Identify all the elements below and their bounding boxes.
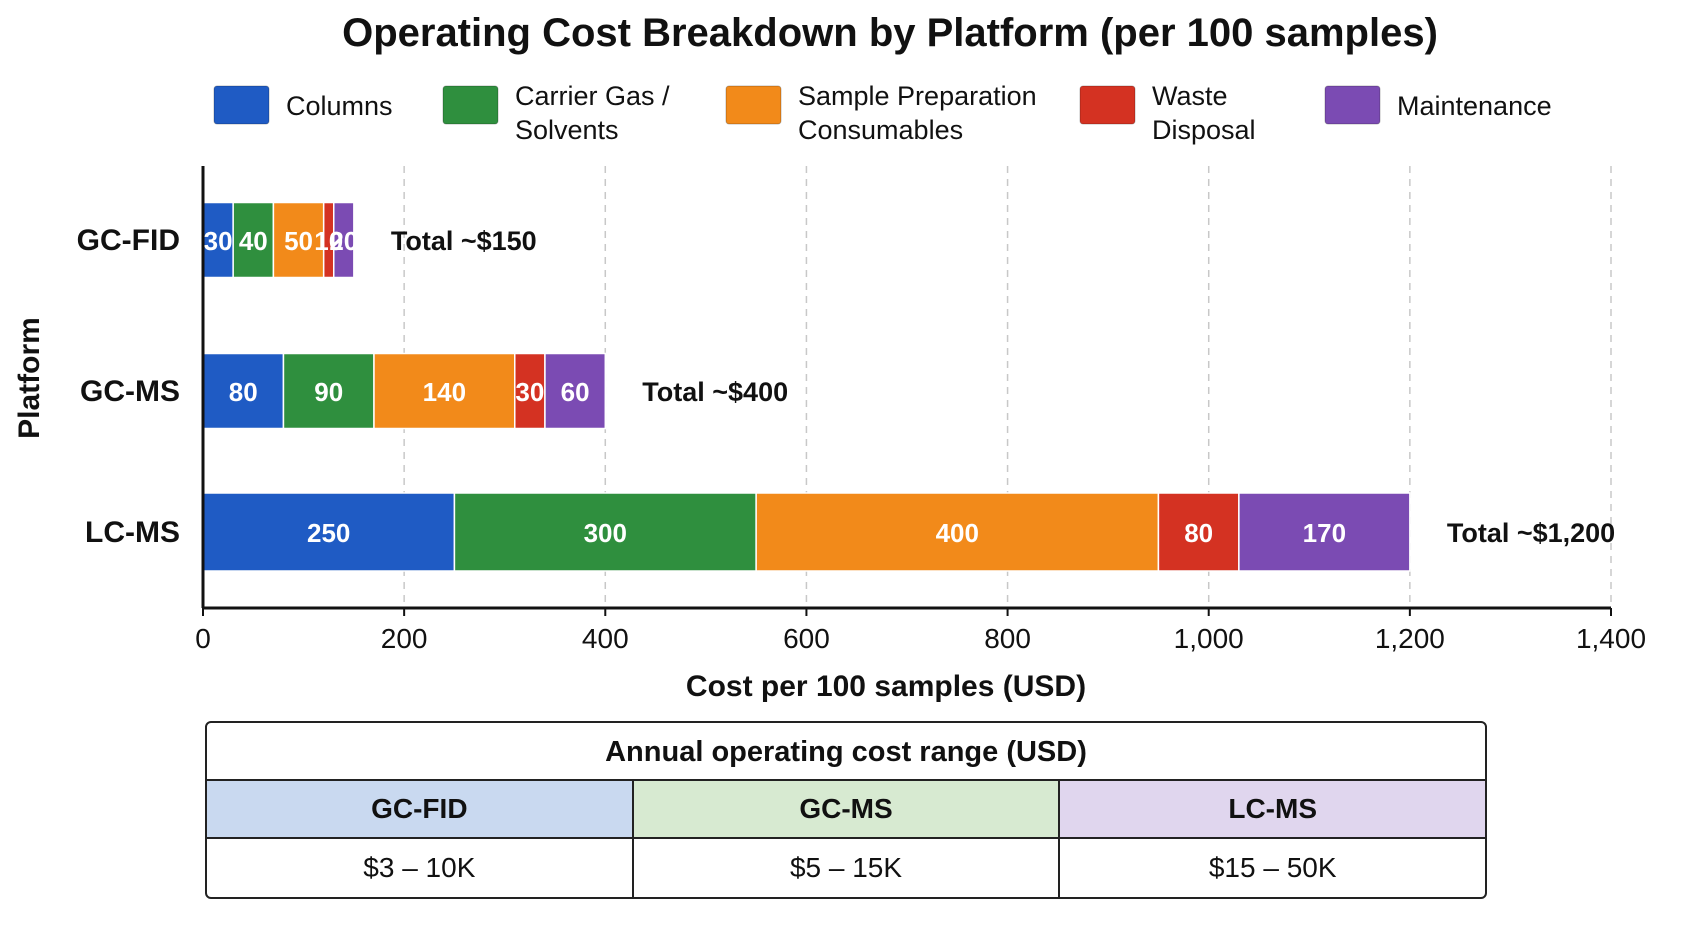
bar-label-gc-fid-maintenance: 20 <box>329 226 358 256</box>
bars <box>202 201 1411 572</box>
bar-lc-ms-maintenance <box>1238 492 1411 572</box>
bar-gc-fid-columns <box>202 201 234 279</box>
annual-cost-value-row: $3 – 10K $5 – 15K $15 – 50K <box>207 839 1485 897</box>
legend-label-maintenance: Maintenance <box>1397 91 1552 121</box>
legend-label-columns: Columns <box>286 91 393 121</box>
bar-label-gc-fid-carrier-gas-solvents: 40 <box>239 226 268 256</box>
legend-label-waste-disposal: Waste Disposal <box>1152 81 1256 145</box>
legend: Columns Carrier Gas / Solvents Sample Prepa… <box>213 81 1552 145</box>
bar-label-gc-ms-columns: 80 <box>229 377 258 407</box>
bar-gc-fid-carrier-gas-solvents <box>232 201 275 279</box>
bar-label-gc-ms-carrier-gas-solvents: 90 <box>314 377 343 407</box>
bar-label-gc-fid-columns: 30 <box>204 226 233 256</box>
bar-label-lc-ms-maintenance: 170 <box>1303 518 1346 548</box>
total-annotation-lc-ms: Total ~$1,200 <box>1447 518 1615 548</box>
legend-swatch-carrier-gas-solvents <box>442 85 499 125</box>
y-axis-label: Platform <box>13 317 46 439</box>
x-tick-label-800: 800 <box>984 623 1031 654</box>
header-cell-lc-ms: LC-MS <box>1058 781 1485 837</box>
x-tick-label-200: 200 <box>381 623 428 654</box>
bar-gc-ms-columns <box>202 352 285 430</box>
y-label-gc-ms: GC-MS <box>80 375 180 408</box>
x-axis-label: Cost per 100 samples (USD) <box>686 670 1086 703</box>
bar-lc-ms-sample-preparation-consumables <box>755 492 1160 572</box>
y-label-gc-fid: GC-FID <box>77 224 180 257</box>
total-annotation-gc-fid: Total ~$150 <box>391 226 537 256</box>
bar-gc-ms-sample-preparation-consumables <box>373 352 516 430</box>
x-axis-ticks: 0 200 400 600 800 1,000 1,200 1,400 <box>195 608 1646 654</box>
bar-label-gc-ms-waste-disposal: 30 <box>515 377 544 407</box>
annual-cost-table-title: Annual operating cost range (USD) <box>207 723 1485 781</box>
header-cell-gc-fid: GC-FID <box>207 781 632 837</box>
x-tick-label-400: 400 <box>582 623 629 654</box>
legend-swatch-columns <box>213 85 270 125</box>
bar-label-gc-fid-waste-disposal: 10 <box>314 226 343 256</box>
total-annotations: Total ~$150 Total ~$400 Total ~$1,200 <box>391 226 1615 548</box>
bar-gc-ms-carrier-gas-solvents <box>282 352 375 430</box>
bar-label-gc-ms-maintenance: 60 <box>561 377 590 407</box>
bar-label-lc-ms-waste-disposal: 80 <box>1184 518 1213 548</box>
bar-gc-ms-waste-disposal <box>514 352 546 430</box>
header-cell-gc-ms: GC-MS <box>631 781 1059 837</box>
bar-lc-ms-waste-disposal <box>1157 492 1240 572</box>
y-label-lc-ms: LC-MS <box>85 516 180 549</box>
bar-gc-ms-maintenance <box>544 352 607 430</box>
total-annotation-gc-ms: Total ~$400 <box>642 377 788 407</box>
bar-label-gc-ms-sample-preparation-consumables: 140 <box>423 377 466 407</box>
value-cell-lc-ms: $15 – 50K <box>1058 839 1485 897</box>
bar-lc-ms-carrier-gas-solvents <box>453 492 757 572</box>
x-tick-label-1200: 1,200 <box>1375 623 1445 654</box>
value-cell-gc-ms: $5 – 15K <box>631 839 1059 897</box>
x-tick-label-1400: 1,400 <box>1576 623 1646 654</box>
bar-gc-fid-sample-preparation-consumables <box>272 201 325 279</box>
bar-label-lc-ms-columns: 250 <box>307 518 350 548</box>
legend-label-sample-preparation-consumables: Sample Preparation Consumables <box>798 81 1037 145</box>
annual-cost-header-row: GC-FID GC-MS LC-MS <box>207 781 1485 839</box>
value-cell-gc-fid: $3 – 10K <box>363 852 476 883</box>
x-tick-label-1000: 1,000 <box>1174 623 1244 654</box>
legend-label-carrier-gas-solvents: Carrier Gas / Solvents <box>515 81 670 145</box>
legend-swatch-waste-disposal <box>1079 85 1136 125</box>
chart-title: Operating Cost Breakdown by Platform (pe… <box>342 11 1438 55</box>
x-tick-label-0: 0 <box>195 623 211 654</box>
bar-lc-ms-columns <box>202 492 456 572</box>
legend-swatch-maintenance <box>1324 85 1381 125</box>
bar-label-gc-fid-sample-preparation-consumables: 50 <box>284 226 313 256</box>
bar-label-lc-ms-carrier-gas-solvents: 300 <box>584 518 627 548</box>
legend-swatch-sample-preparation-consumables <box>725 85 782 125</box>
x-tick-label-600: 600 <box>783 623 830 654</box>
annual-cost-table: Annual operating cost range (USD) GC-FID… <box>205 721 1487 899</box>
y-axis-category-labels: GC-FID GC-MS LC-MS <box>77 224 180 549</box>
bar-gc-fid-maintenance <box>332 201 355 279</box>
bar-label-lc-ms-sample-preparation-consumables: 400 <box>936 518 979 548</box>
